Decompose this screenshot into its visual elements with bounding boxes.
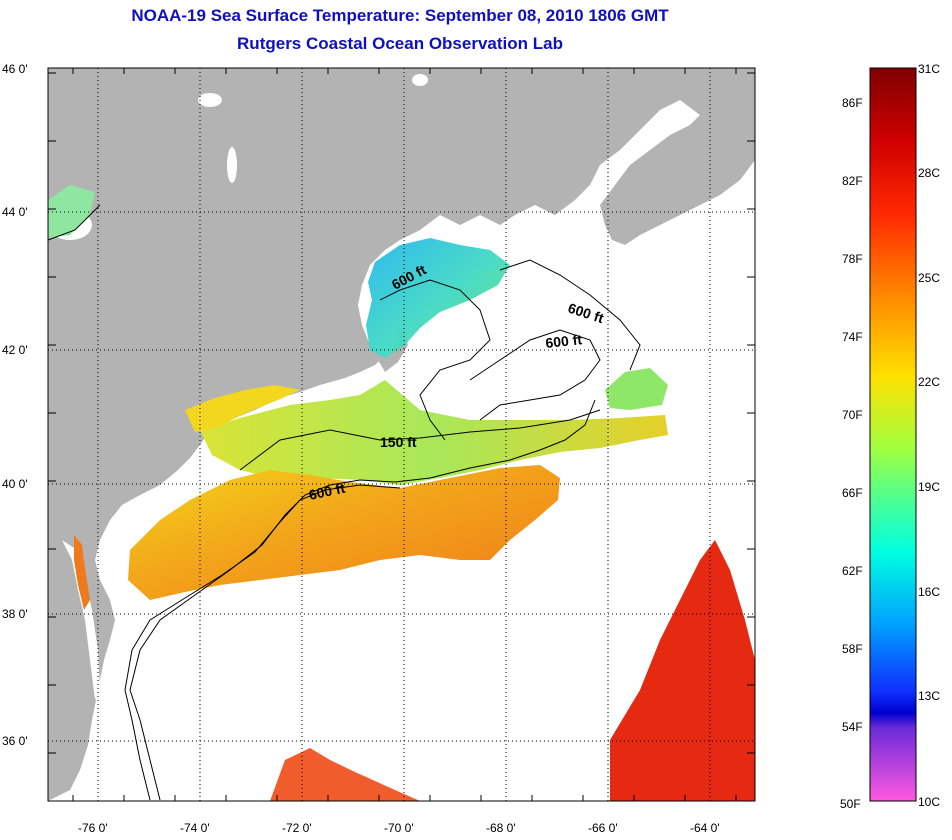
colorbar-c-label: 13C — [918, 689, 940, 703]
colorbar-f-label: 50F — [840, 797, 861, 811]
colorbar-c-label: 28C — [918, 166, 940, 180]
sst-warm-offshore — [610, 540, 755, 801]
colorbar-f-label: 74F — [842, 330, 863, 344]
contour-label: 600 ft — [545, 331, 583, 351]
colorbar-f-label: 70F — [842, 408, 863, 422]
axis-ticks — [48, 68, 755, 801]
colorbar-f-label: 82F — [842, 174, 863, 188]
sst-south-patch — [270, 748, 420, 801]
lake — [198, 93, 222, 107]
sst-gulf-of-maine — [366, 238, 510, 358]
map-frame — [47, 67, 756, 802]
map-title: NOAA-19 Sea Surface Temperature: Septemb… — [131, 6, 669, 25]
colorbar — [869, 67, 917, 802]
colorbar-c-label: 10C — [918, 795, 940, 809]
colorbar-f-label: 78F — [842, 252, 863, 266]
sst-nw-patch — [48, 185, 95, 238]
sst-chesapeake — [74, 535, 90, 610]
lake — [227, 147, 237, 183]
lon-label: -72 0' — [282, 821, 312, 835]
sst-nj-coast — [185, 385, 300, 432]
contour-label: 600 ft — [307, 480, 346, 503]
lon-label: -66 0' — [588, 821, 618, 835]
colorbar-c-label: 16C — [918, 585, 940, 599]
colorbar-f-labels: 86F 82F 78F 74F 70F 66F 62F 58F 54F 50F — [840, 96, 863, 811]
sst-ne-patch — [605, 368, 668, 410]
lat-label: 36 0' — [2, 734, 28, 748]
colorbar-f-label: 58F — [842, 642, 863, 656]
lon-label: -68 0' — [486, 821, 516, 835]
colorbar-c-label: 25C — [918, 271, 940, 285]
lat-label: 42 0' — [2, 343, 28, 357]
colorbar-f-label: 62F — [842, 564, 863, 578]
map-subtitle: Rutgers Coastal Ocean Observation Lab — [237, 34, 563, 53]
colorbar-f-label: 86F — [842, 96, 863, 110]
lon-label: -76 0' — [78, 821, 108, 835]
water-delaware-bay — [112, 520, 134, 556]
colorbar-f-label: 66F — [842, 486, 863, 500]
lat-label: 46 0' — [2, 62, 28, 76]
lat-label: 40 0' — [2, 477, 28, 491]
colorbar-c-label: 19C — [918, 480, 940, 494]
lon-label: -70 0' — [384, 821, 414, 835]
colorbar-c-label: 22C — [918, 375, 940, 389]
contour-label: 150 ft — [380, 434, 417, 450]
isobath-lines — [48, 204, 641, 801]
sst-shelf — [200, 380, 668, 485]
colorbar-c-labels: 31C 28C 25C 22C 19C 16C 13C 10C — [918, 62, 940, 809]
lon-label: -74 0' — [180, 821, 210, 835]
lon-label: -64 0' — [690, 821, 720, 835]
land-mainland — [48, 68, 755, 801]
land-nova-scotia — [600, 105, 755, 245]
lake — [412, 74, 428, 86]
sst-gulf-stream — [128, 465, 560, 600]
colorbar-f-label: 54F — [842, 720, 863, 734]
water-chesapeake-bay — [62, 540, 100, 700]
lat-label: 44 0' — [2, 205, 28, 219]
colorbar-c-label: 31C — [918, 62, 940, 76]
lat-label: 38 0' — [2, 607, 28, 621]
